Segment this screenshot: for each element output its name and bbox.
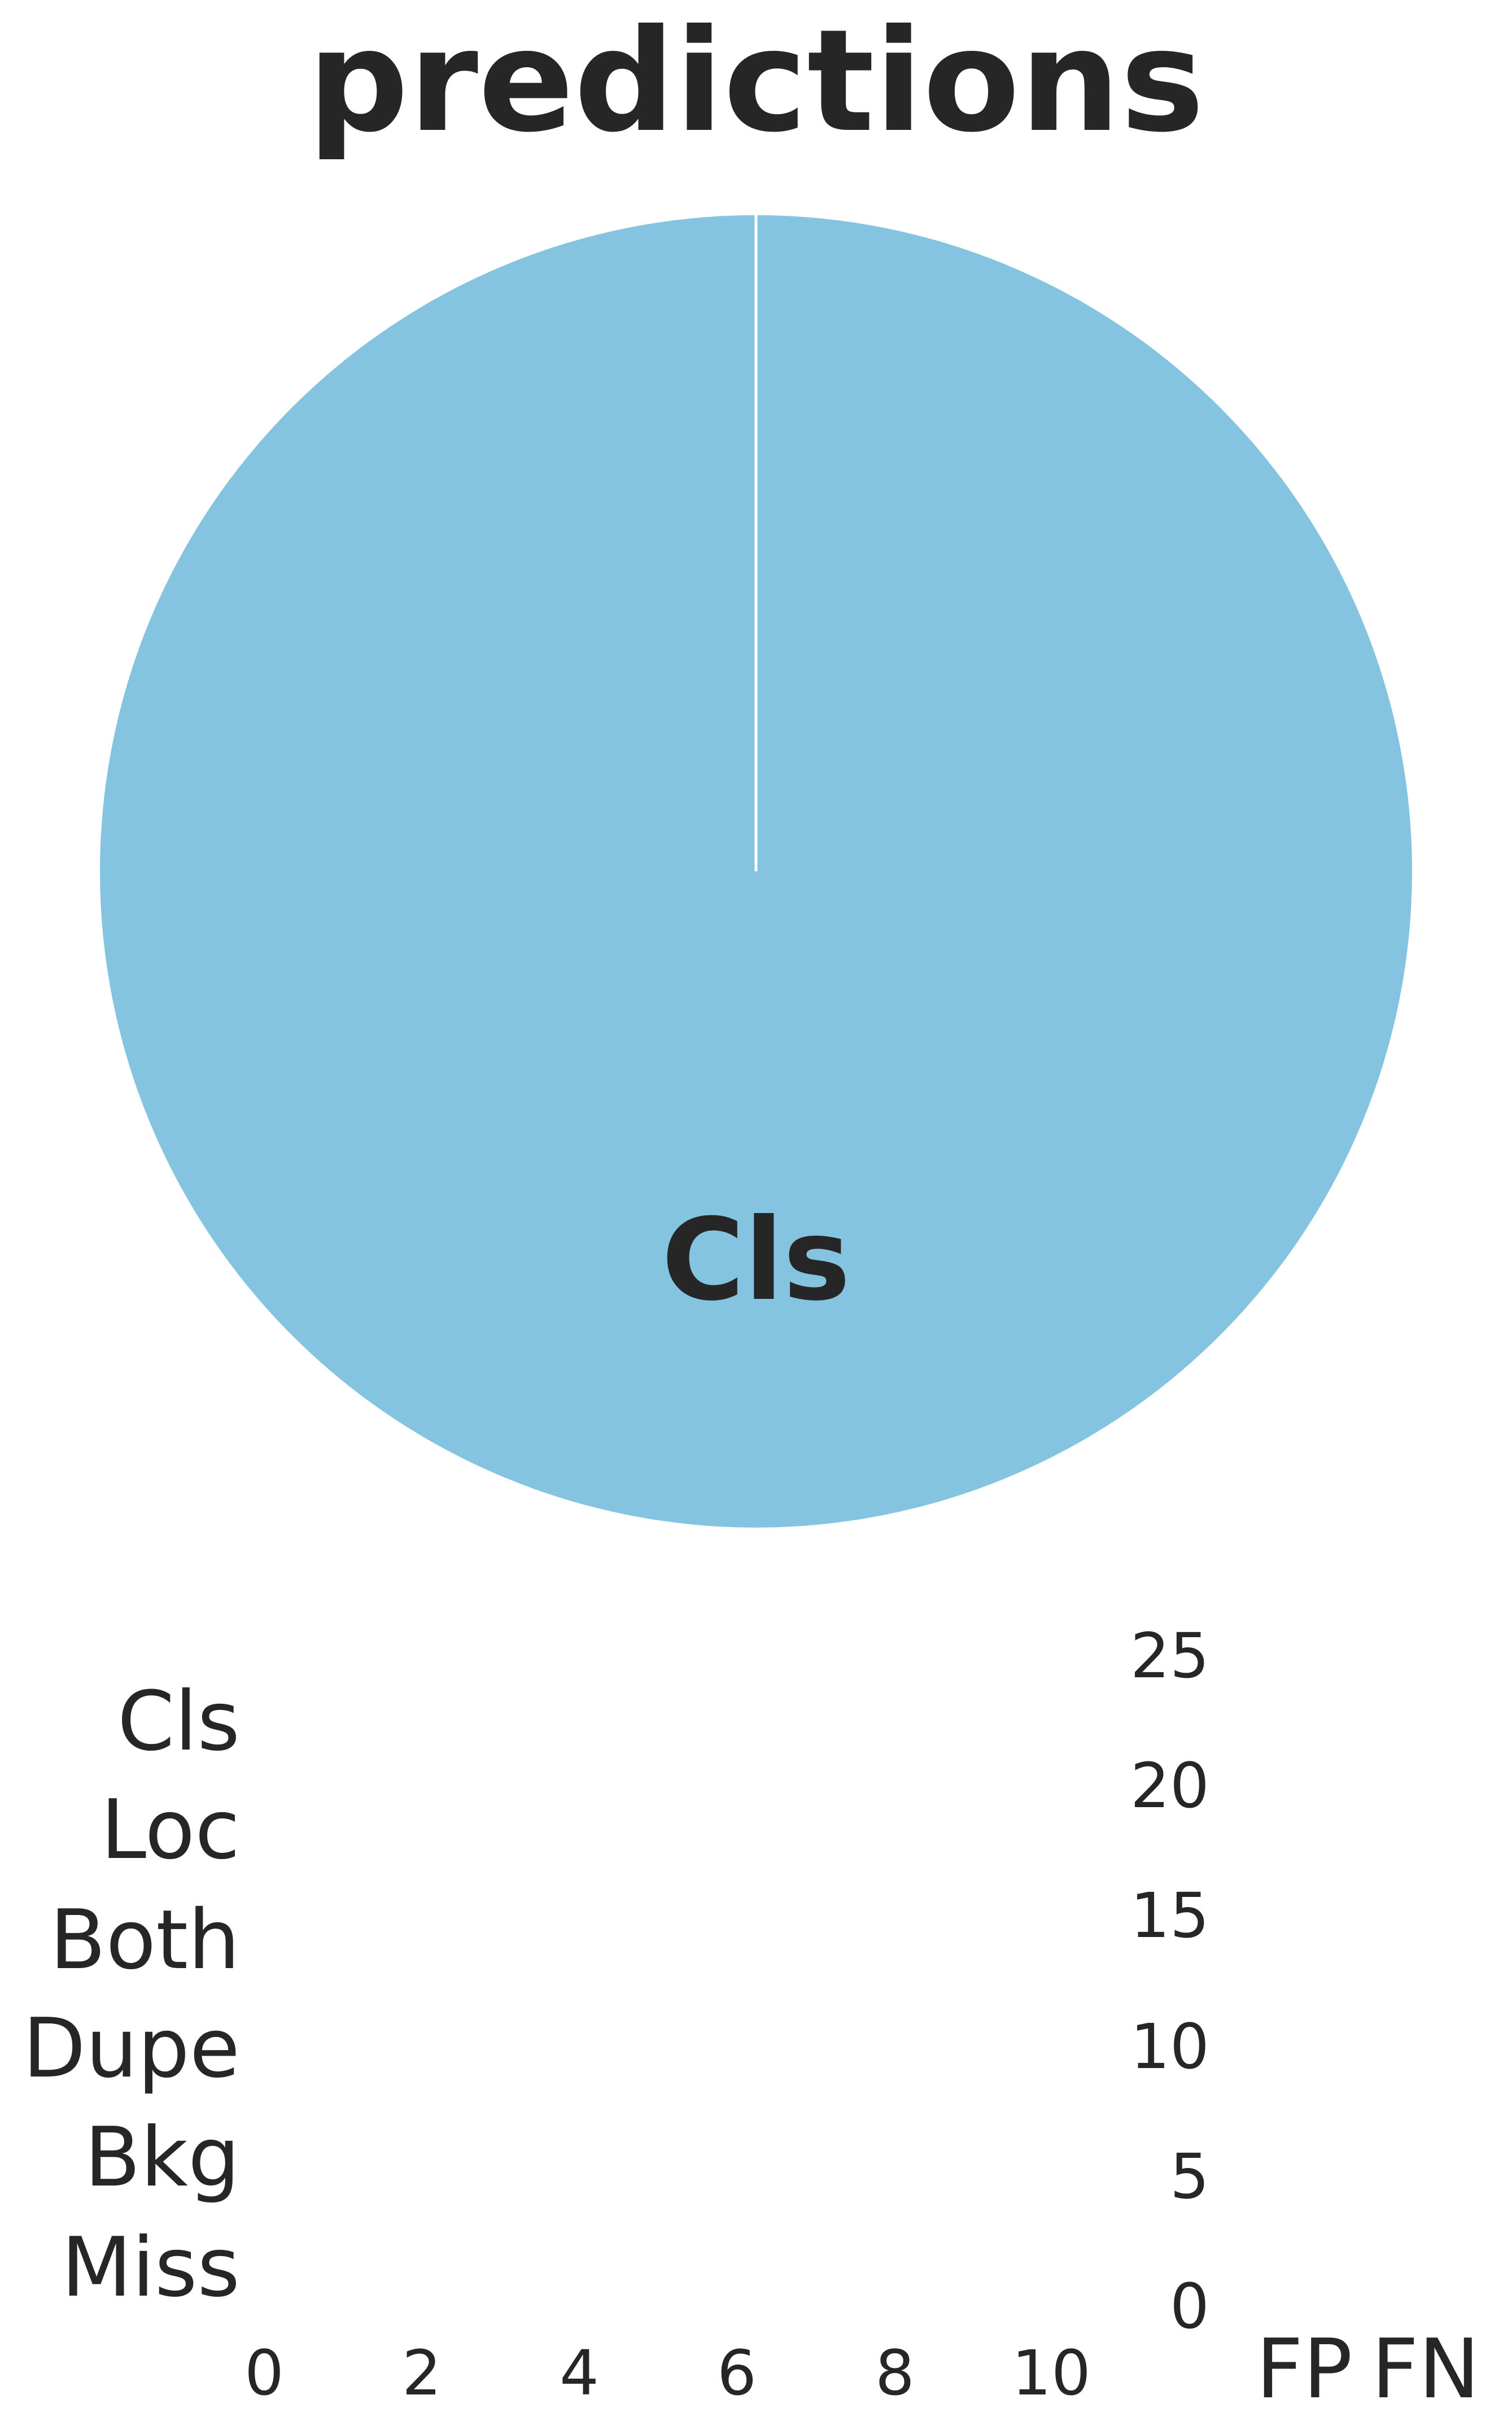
y-tick-5: 5	[1170, 2140, 1209, 2213]
fp-label: FP	[1256, 2322, 1353, 2417]
x-tick-4: 4	[560, 2337, 599, 2409]
pie-chart	[100, 215, 1412, 1528]
y-tick-0: 0	[1170, 2270, 1209, 2343]
y-tick-15: 15	[1130, 1879, 1209, 1952]
x-tick-8: 8	[875, 2337, 915, 2409]
x-tick-6: 6	[717, 2337, 757, 2409]
category-label-dupe: Dupe	[23, 2001, 240, 2096]
y-tick-25: 25	[1130, 1620, 1209, 1692]
x-tick-2: 2	[402, 2337, 442, 2409]
x-tick-0: 0	[244, 2337, 284, 2409]
x-tick-10: 10	[1012, 2337, 1091, 2409]
category-label-both: Both	[50, 1892, 240, 1988]
y-axis-ticks: 25 20 15 10 5 0	[1130, 1620, 1209, 2343]
category-label-cls: Cls	[117, 1674, 240, 1769]
category-label-loc: Loc	[100, 1782, 240, 1878]
category-bar-chart: Cls Loc Both Dupe Bkg Miss 0 2 4 6 8 10	[23, 1674, 1091, 2409]
fp-fn-bar-chart: 25 20 15 10 5 0 FP FN	[1130, 1620, 1480, 2417]
x-axis-ticks: 0 2 4 6 8 10	[244, 2337, 1091, 2409]
fn-label: FN	[1371, 2322, 1480, 2417]
category-label-miss: Miss	[62, 2220, 240, 2315]
y-tick-20: 20	[1130, 1750, 1209, 1822]
category-labels: Cls Loc Both Dupe Bkg Miss	[23, 1674, 240, 2315]
chart-title: predictions	[308, 0, 1204, 163]
category-label-bkg: Bkg	[85, 2110, 241, 2205]
y-tick-10: 10	[1130, 2010, 1209, 2083]
pie-slice-label: Cls	[662, 1194, 850, 1326]
